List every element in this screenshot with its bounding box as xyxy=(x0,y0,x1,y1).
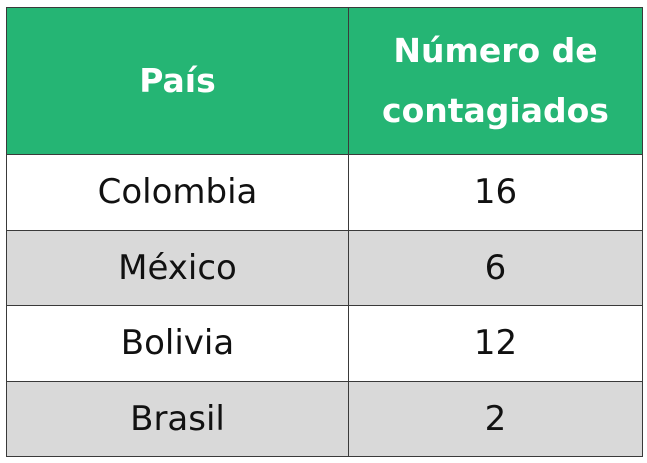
table-row: Colombia 16 xyxy=(6,154,643,231)
header-cases-label-line2: contagiados xyxy=(382,91,609,130)
table-header: País Número de contagiados xyxy=(6,7,643,155)
contagion-table: País Número de contagiados Colombia 16 M… xyxy=(6,7,643,457)
cell-country: Colombia xyxy=(6,154,349,231)
cell-country: México xyxy=(6,229,349,306)
cell-cases: 16 xyxy=(348,154,643,231)
cell-cases: 12 xyxy=(348,305,643,382)
header-cases-label-line1: Número de xyxy=(393,31,598,70)
data-table-container: País Número de contagiados Colombia 16 M… xyxy=(6,7,643,457)
header-row: País Número de contagiados xyxy=(6,7,643,155)
cell-country: Brasil xyxy=(6,380,349,457)
table-row: Brasil 2 xyxy=(6,380,643,457)
header-cases: Número de contagiados xyxy=(348,7,643,155)
table-row: México 6 xyxy=(6,229,643,306)
header-country: País xyxy=(6,7,349,155)
table-row: Bolivia 12 xyxy=(6,305,643,382)
cell-country: Bolivia xyxy=(6,305,349,382)
cell-cases: 6 xyxy=(348,229,643,306)
header-country-label: País xyxy=(139,61,216,100)
cell-cases: 2 xyxy=(348,380,643,457)
table-body: Colombia 16 México 6 Bolivia 12 Brasil 2 xyxy=(6,154,643,457)
